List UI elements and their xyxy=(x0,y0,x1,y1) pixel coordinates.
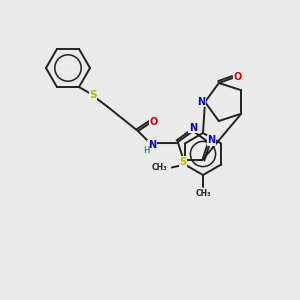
Text: CH₃: CH₃ xyxy=(195,188,211,197)
Text: S: S xyxy=(89,90,97,100)
Text: O: O xyxy=(150,117,158,127)
Text: H: H xyxy=(143,146,149,154)
Text: CH₃: CH₃ xyxy=(151,163,167,172)
Text: N: N xyxy=(197,97,205,107)
Text: S: S xyxy=(179,157,186,167)
Text: N: N xyxy=(189,123,197,133)
Text: N: N xyxy=(207,135,215,145)
Text: O: O xyxy=(234,72,242,82)
Text: N: N xyxy=(148,140,156,150)
